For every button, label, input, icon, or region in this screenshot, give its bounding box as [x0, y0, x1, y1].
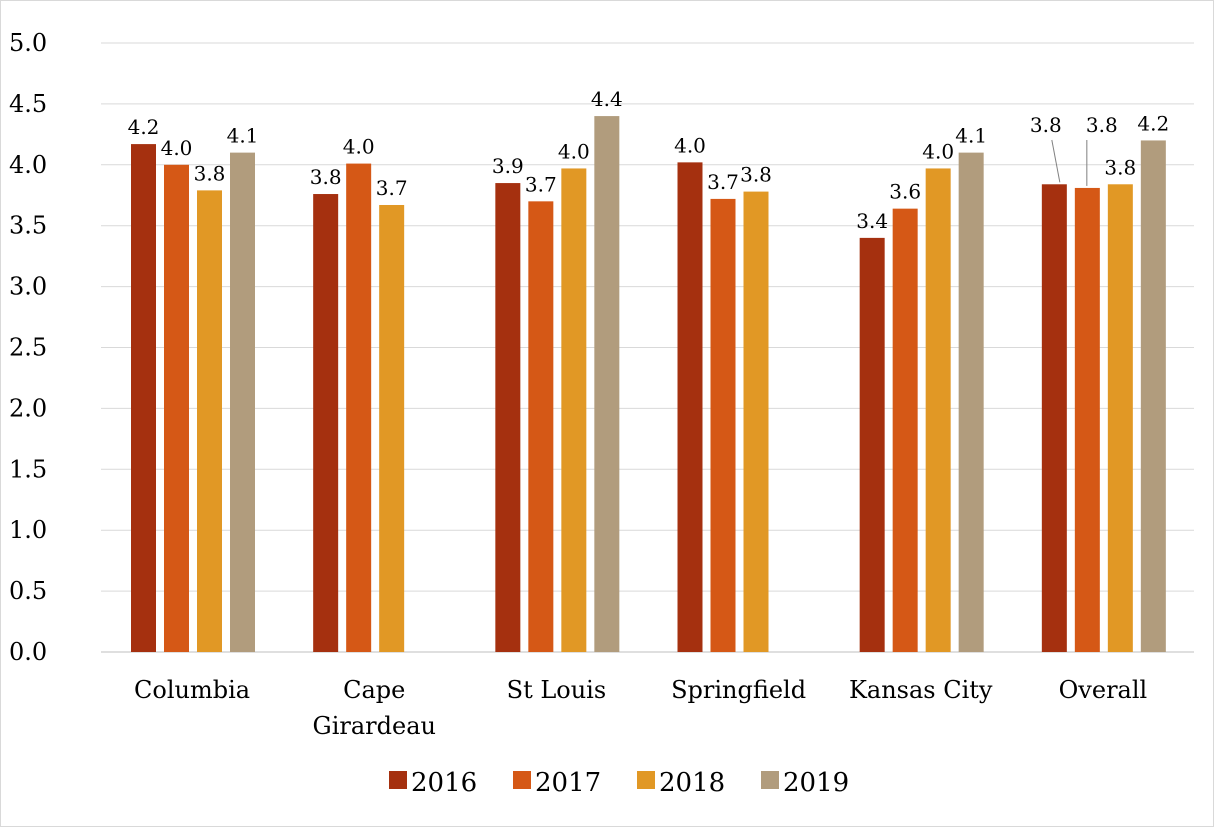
- bar-2018-3: [743, 191, 769, 652]
- y-tick-label: 0.0: [9, 638, 47, 666]
- y-tick-label: 4.5: [9, 90, 47, 118]
- y-tick-label: 2.0: [9, 394, 47, 422]
- bars: [131, 116, 1166, 653]
- data-label: 3.7: [525, 172, 557, 196]
- legend-label: 2019: [783, 768, 849, 798]
- data-label: 3.7: [707, 170, 739, 194]
- data-label: 4.1: [955, 124, 987, 148]
- bar-2016-4: [859, 237, 885, 652]
- bar-2017-2: [528, 201, 554, 652]
- data-label: 4.0: [558, 139, 590, 163]
- data-label: 3.8: [194, 161, 226, 185]
- bar-2018-1: [379, 204, 405, 652]
- bar-2016-1: [313, 194, 339, 653]
- bar-2017-1: [346, 163, 372, 652]
- data-label: 4.1: [227, 124, 259, 148]
- bar-2018-2: [561, 168, 587, 653]
- legend-swatch: [761, 771, 779, 789]
- leader-line: [1051, 139, 1061, 183]
- bar-2019-0: [230, 152, 255, 652]
- y-tick-label: 3.5: [9, 212, 47, 240]
- data-label: 3.8: [740, 163, 772, 187]
- legend-label: 2016: [411, 768, 477, 798]
- data-label: 3.4: [856, 209, 888, 233]
- y-tick-label: 1.0: [9, 516, 47, 544]
- bar-2016-2: [495, 183, 521, 652]
- data-label: 4.0: [161, 136, 193, 160]
- gridlines: [101, 42, 1194, 653]
- x-category-label: Springfield: [671, 676, 806, 704]
- legend-swatch: [513, 771, 531, 789]
- data-label: 4.4: [591, 87, 623, 111]
- data-label: 3.8: [310, 165, 342, 189]
- legend-swatch: [637, 771, 655, 789]
- legend-label: 2018: [659, 768, 725, 798]
- data-label: 4.0: [674, 133, 706, 157]
- bar-2016-3: [677, 162, 703, 652]
- x-category-label: Columbia: [134, 676, 250, 704]
- y-tick-label: 1.5: [9, 455, 47, 483]
- bar-2016-0: [131, 144, 156, 652]
- x-category-label: Kansas City: [849, 676, 993, 704]
- data-label: 3.8: [1030, 113, 1062, 137]
- legend-label: 2017: [535, 768, 601, 798]
- data-label: 4.0: [922, 139, 954, 163]
- bar-2018-0: [197, 190, 222, 653]
- y-tick-label: 5.0: [9, 29, 47, 57]
- bar-2018-4: [925, 168, 951, 653]
- x-category-label: Overall: [1059, 676, 1148, 704]
- bar-2017-5: [1074, 187, 1100, 652]
- data-label: 4.2: [128, 115, 160, 139]
- y-tick-label: 3.0: [9, 273, 47, 301]
- data-label: 3.9: [492, 154, 524, 178]
- legend-swatch: [389, 771, 407, 789]
- y-tick-label: 2.5: [9, 334, 47, 362]
- x-axis-categories: Columbia Cape Girardeau St Louis Springfield…: [134, 676, 1147, 740]
- data-label: 3.6: [889, 180, 921, 204]
- data-label: 4.0: [343, 135, 375, 159]
- y-tick-label: 4.0: [9, 151, 47, 179]
- y-axis-ticks: 0.0 0.5 1.0 1.5 2.0 2.5 3.0 3.5 4.0 4.5 5.0: [9, 29, 47, 666]
- legend: 2016 2017 2018 2019: [389, 768, 849, 798]
- x-category-label: Girardeau: [313, 712, 436, 740]
- bar-2016-5: [1041, 184, 1067, 652]
- bar-2019-5: [1140, 140, 1166, 652]
- data-label: 3.8: [1086, 113, 1118, 137]
- bar-2017-3: [710, 198, 736, 653]
- data-labels: 4.23.8 3.94.03.43.84.0 4.03.7 3.7 3.63.83.83…: [128, 87, 1170, 233]
- data-label: 3.7: [376, 176, 408, 200]
- y-tick-label: 0.5: [9, 577, 47, 605]
- x-category-label: St Louis: [507, 676, 607, 704]
- data-label: 4.2: [1137, 111, 1169, 135]
- bar-2019-4: [958, 152, 984, 652]
- bar-2019-2: [594, 116, 620, 652]
- x-category-label: Cape: [343, 676, 405, 704]
- bar-2018-5: [1107, 184, 1133, 652]
- data-label: 3.8: [1104, 155, 1136, 179]
- bar-2017-4: [892, 208, 918, 652]
- bar-2017-0: [164, 164, 189, 653]
